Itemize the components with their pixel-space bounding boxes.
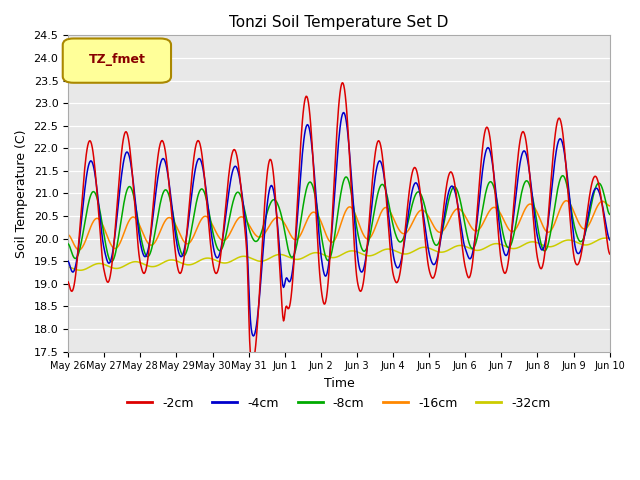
X-axis label: Time: Time [323, 377, 355, 390]
Y-axis label: Soil Temperature (C): Soil Temperature (C) [15, 129, 28, 258]
FancyBboxPatch shape [63, 38, 171, 83]
Legend: -2cm, -4cm, -8cm, -16cm, -32cm: -2cm, -4cm, -8cm, -16cm, -32cm [122, 392, 556, 415]
Text: TZ_fmet: TZ_fmet [88, 53, 145, 67]
Title: Tonzi Soil Temperature Set D: Tonzi Soil Temperature Set D [229, 15, 449, 30]
